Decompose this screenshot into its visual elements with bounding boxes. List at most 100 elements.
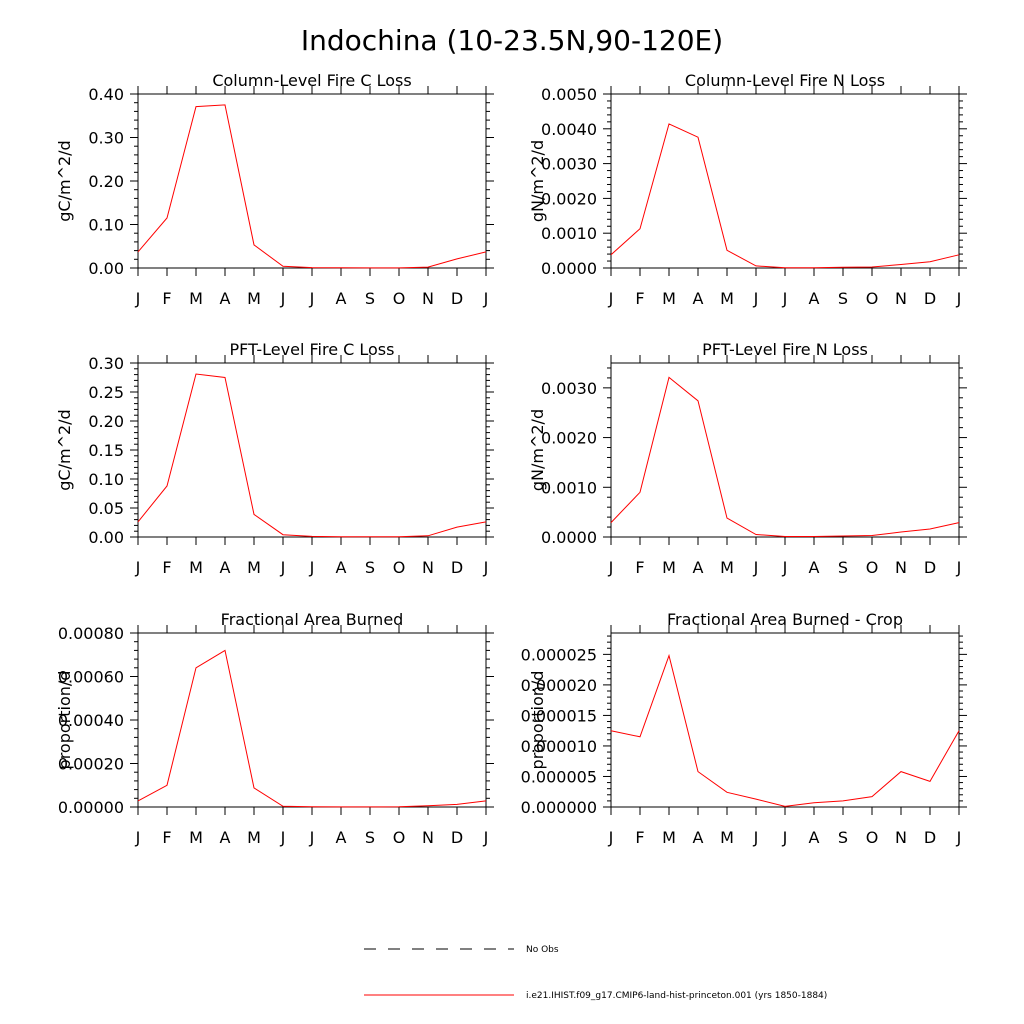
y-tick-label: 0.000000 [521, 798, 597, 817]
x-tick-label: A [220, 828, 231, 847]
x-tick-label: N [895, 558, 907, 577]
x-tick-label: O [393, 289, 406, 308]
x-tick-label: M [247, 558, 261, 577]
x-tick-label: D [924, 828, 936, 847]
chart-panel-6: Fractional Area Burned - Crop proportion/… [521, 610, 967, 847]
y-axis-label: gC/m^2/d [55, 140, 74, 221]
x-tick-label: J [782, 289, 788, 308]
x-tick-label: O [393, 558, 406, 577]
x-tick-label: J [309, 289, 315, 308]
y-axis-label: gN/m^2/d [528, 140, 547, 222]
x-tick-label: J [956, 289, 962, 308]
x-tick-label: J [782, 828, 788, 847]
x-tick-label: A [336, 828, 347, 847]
y-tick-label: 0.0040 [541, 120, 597, 139]
x-tick-label: N [895, 289, 907, 308]
chart-title: PFT-Level Fire C Loss [230, 340, 395, 359]
x-tick-label: F [635, 558, 644, 577]
x-tick-label: M [247, 828, 261, 847]
x-tick-label: F [162, 558, 171, 577]
y-tick-label: 0.10 [88, 216, 124, 235]
x-tick-label: J [753, 828, 759, 847]
x-tick-label: J [608, 558, 614, 577]
x-tick-label: O [866, 558, 879, 577]
x-tick-label: J [135, 828, 141, 847]
y-axis-label: proportion/d [528, 671, 547, 770]
x-tick-label: M [720, 289, 734, 308]
x-tick-label: J [135, 289, 141, 308]
y-tick-label: 0.05 [88, 499, 124, 518]
x-tick-label: J [608, 289, 614, 308]
y-tick-label: 0.10 [88, 470, 124, 489]
x-tick-label: M [662, 558, 676, 577]
x-tick-label: F [162, 828, 171, 847]
x-tick-label: A [693, 828, 704, 847]
series-line [137, 649, 487, 808]
x-tick-label: S [365, 828, 375, 847]
y-tick-label: 0.00000 [58, 798, 124, 817]
y-tick-label: 0.20 [88, 172, 124, 191]
x-tick-label: J [309, 828, 315, 847]
series-line [137, 104, 487, 269]
y-tick-label: 0.00040 [58, 711, 124, 730]
y-axis-label: proportion/d [55, 671, 74, 770]
y-tick-label: 0.0000 [541, 259, 597, 278]
x-tick-label: N [422, 558, 434, 577]
x-tick-label: M [247, 289, 261, 308]
x-tick-label: A [220, 558, 231, 577]
x-tick-label: M [189, 289, 203, 308]
y-tick-label: 0.0010 [541, 224, 597, 243]
x-tick-label: J [135, 558, 141, 577]
y-tick-label: 0.00 [88, 528, 124, 547]
x-tick-label: A [809, 558, 820, 577]
x-tick-label: A [693, 289, 704, 308]
series-line [610, 376, 960, 537]
x-tick-label: A [809, 828, 820, 847]
x-tick-label: M [720, 558, 734, 577]
x-tick-label: N [422, 289, 434, 308]
y-tick-label: 0.20 [88, 412, 124, 431]
y-tick-label: 0.000025 [521, 645, 597, 664]
x-tick-label: J [608, 828, 614, 847]
x-tick-label: J [309, 558, 315, 577]
x-tick-label: O [866, 828, 879, 847]
x-tick-label: D [924, 289, 936, 308]
legend-label-model-run: i.e21.IHIST.f09_g17.CMIP6-land-hist-prin… [526, 991, 827, 1001]
y-tick-label: 0.25 [88, 383, 124, 402]
plot-frame [137, 93, 487, 269]
x-tick-label: J [483, 558, 489, 577]
series-line [137, 373, 487, 538]
y-tick-label: 0.000005 [521, 767, 597, 786]
y-tick-label: 0.000010 [521, 737, 597, 756]
x-tick-label: J [483, 289, 489, 308]
y-tick-label: 0.0020 [541, 429, 597, 448]
x-tick-label: A [336, 289, 347, 308]
x-tick-label: J [782, 558, 788, 577]
x-tick-label: J [280, 558, 286, 577]
y-tick-label: 0.30 [88, 354, 124, 373]
x-tick-label: M [662, 828, 676, 847]
x-tick-label: O [866, 289, 879, 308]
y-tick-label: 0.0010 [541, 478, 597, 497]
x-tick-label: S [365, 289, 375, 308]
plot-frame [137, 362, 487, 538]
plot-frame [610, 362, 960, 538]
chart-title: PFT-Level Fire N Loss [702, 340, 868, 359]
x-tick-label: S [365, 558, 375, 577]
y-axis-label: gC/m^2/d [55, 409, 74, 490]
y-tick-label: 0.00020 [58, 755, 124, 774]
x-tick-label: F [635, 828, 644, 847]
legend-label-no-obs: No Obs [526, 945, 559, 955]
x-tick-label: A [220, 289, 231, 308]
y-tick-label: 0.15 [88, 441, 124, 460]
chart-title: Fractional Area Burned - Crop [667, 610, 903, 629]
y-tick-label: 0.40 [88, 85, 124, 104]
series-line [610, 123, 960, 269]
x-tick-label: M [720, 828, 734, 847]
x-tick-label: N [895, 828, 907, 847]
